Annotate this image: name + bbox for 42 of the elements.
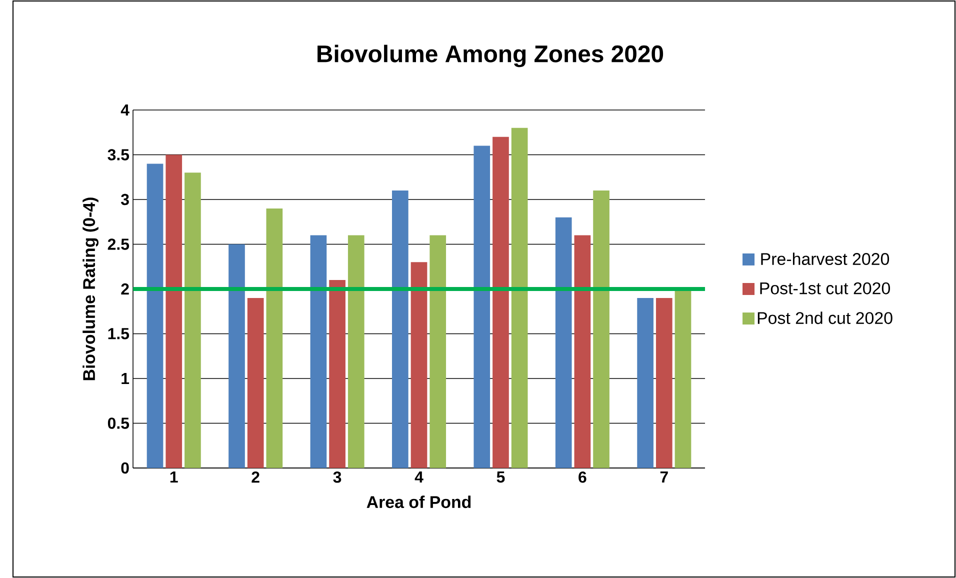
y-tick-label: 4: [120, 104, 130, 116]
bar: [555, 217, 572, 468]
y-tick-label: 2.5: [108, 238, 130, 250]
bar: [593, 190, 610, 468]
bar: [166, 154, 182, 468]
y-axis-title: Biovolume Rating (0-4): [82, 198, 98, 380]
bar: [329, 280, 346, 468]
y-tick-label: 1.5: [108, 328, 130, 340]
legend-label: Post-1st cut 2020: [760, 282, 890, 294]
bar: [511, 128, 528, 468]
bar: [247, 298, 264, 468]
bar: [348, 235, 364, 468]
x-tick-label: 3: [333, 472, 342, 483]
bar: [656, 298, 672, 468]
bar: [266, 208, 283, 468]
y-tick-label: 1: [122, 373, 130, 384]
bar: [410, 262, 428, 468]
y-tick-label: 2: [121, 283, 129, 295]
y-tick-label: 0: [121, 462, 129, 474]
x-tick-label: 7: [660, 472, 668, 482]
bar: [392, 190, 408, 468]
bar: [430, 235, 446, 468]
bar: [228, 244, 245, 468]
x-tick-label: 4: [414, 472, 424, 482]
x-tick-label: 6: [578, 472, 586, 483]
bar: [146, 164, 164, 468]
legend-label: Pre-harvest 2020: [761, 252, 890, 266]
x-tick-label: 1: [170, 472, 178, 482]
chart-title: Biovolume Among Zones 2020: [318, 44, 664, 68]
bar: [184, 172, 201, 468]
bar: [492, 136, 509, 468]
x-axis-title: Area of Pond: [366, 496, 471, 508]
bar: [474, 146, 490, 468]
x-tick-label: 2: [252, 472, 260, 483]
y-tick-label: 3: [120, 194, 129, 206]
bar: [310, 235, 327, 468]
legend-label: Post 2nd cut 2020: [758, 312, 892, 324]
y-tick-label: 0.5: [108, 418, 130, 429]
bar: [637, 298, 654, 468]
y-tick-label: 3.5: [108, 149, 130, 160]
x-tick-label: 5: [496, 472, 505, 483]
bar: [574, 235, 591, 468]
